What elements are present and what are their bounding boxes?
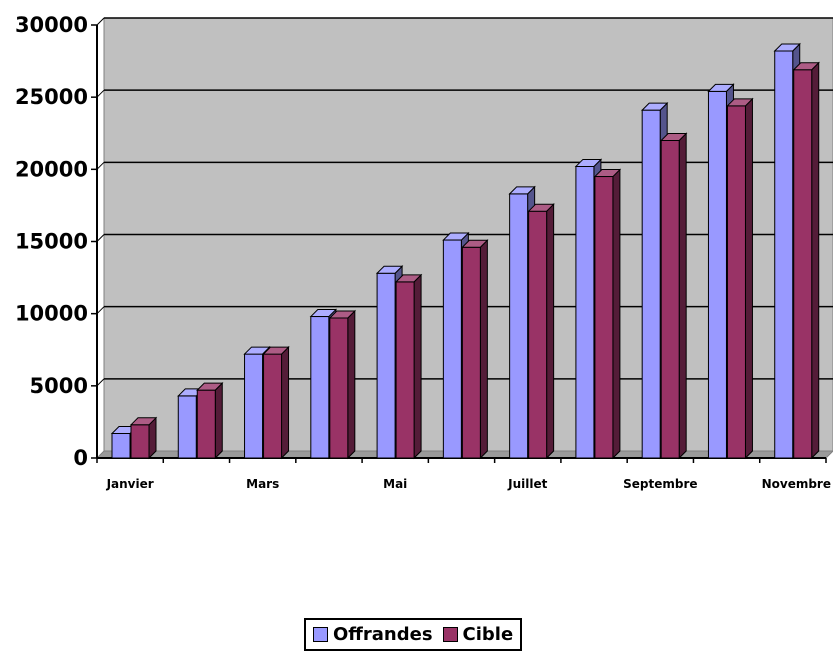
bar-cible-0 — [129, 416, 158, 460]
bar-cible-10 — [792, 61, 820, 460]
bar-cible-1 — [196, 381, 224, 460]
bar-cible-7 — [593, 168, 622, 460]
x-tick-label: Novembre — [762, 477, 831, 491]
gridline-side — [96, 306, 105, 315]
gridline-side — [96, 17, 105, 26]
gridline-side — [96, 378, 105, 387]
legend-swatch-cible — [442, 627, 458, 642]
x-tick-label: Mai — [383, 477, 407, 491]
y-tick-label: 25000 — [15, 85, 88, 109]
gridline-side — [96, 234, 105, 242]
y-tick-label: 5000 — [30, 374, 88, 398]
x-tick-label: Septembre — [623, 477, 697, 491]
gridline-side — [96, 89, 105, 98]
bar-cible-2 — [262, 345, 290, 460]
legend-item-cible: Cible — [442, 624, 514, 645]
legend-swatch-offrandes — [313, 627, 328, 642]
y-tick-label: 20000 — [15, 157, 88, 181]
bar-cible-6 — [527, 202, 555, 460]
chart-plot-svg: 0 5000 10000 15000 20000 25000 30000 Janvier Mar… — [15, 13, 833, 491]
bar-cible-5 — [461, 239, 489, 460]
x-tick-label: Mars — [246, 477, 279, 491]
y-tick-label: 10000 — [15, 302, 88, 326]
y-tick-label: 0 — [73, 446, 88, 470]
legend-label-offrandes: Offrandes — [333, 624, 433, 645]
bar-cible-3 — [328, 309, 357, 460]
legend-item-offrandes: Offrandes — [313, 624, 433, 645]
bar-cible-9 — [726, 97, 754, 460]
legend-label-cible: Cible — [462, 624, 514, 645]
bar-cible-4 — [394, 273, 423, 460]
x-tick-label: Juillet — [507, 477, 547, 491]
x-tick-label: Janvier — [106, 477, 154, 491]
legend: Offrandes Cible — [304, 618, 523, 651]
y-tick-label: 15000 — [15, 230, 88, 254]
bar-cible-8 — [659, 132, 688, 460]
y-tick-label: 30000 — [15, 13, 88, 37]
gridline-side — [96, 161, 105, 170]
